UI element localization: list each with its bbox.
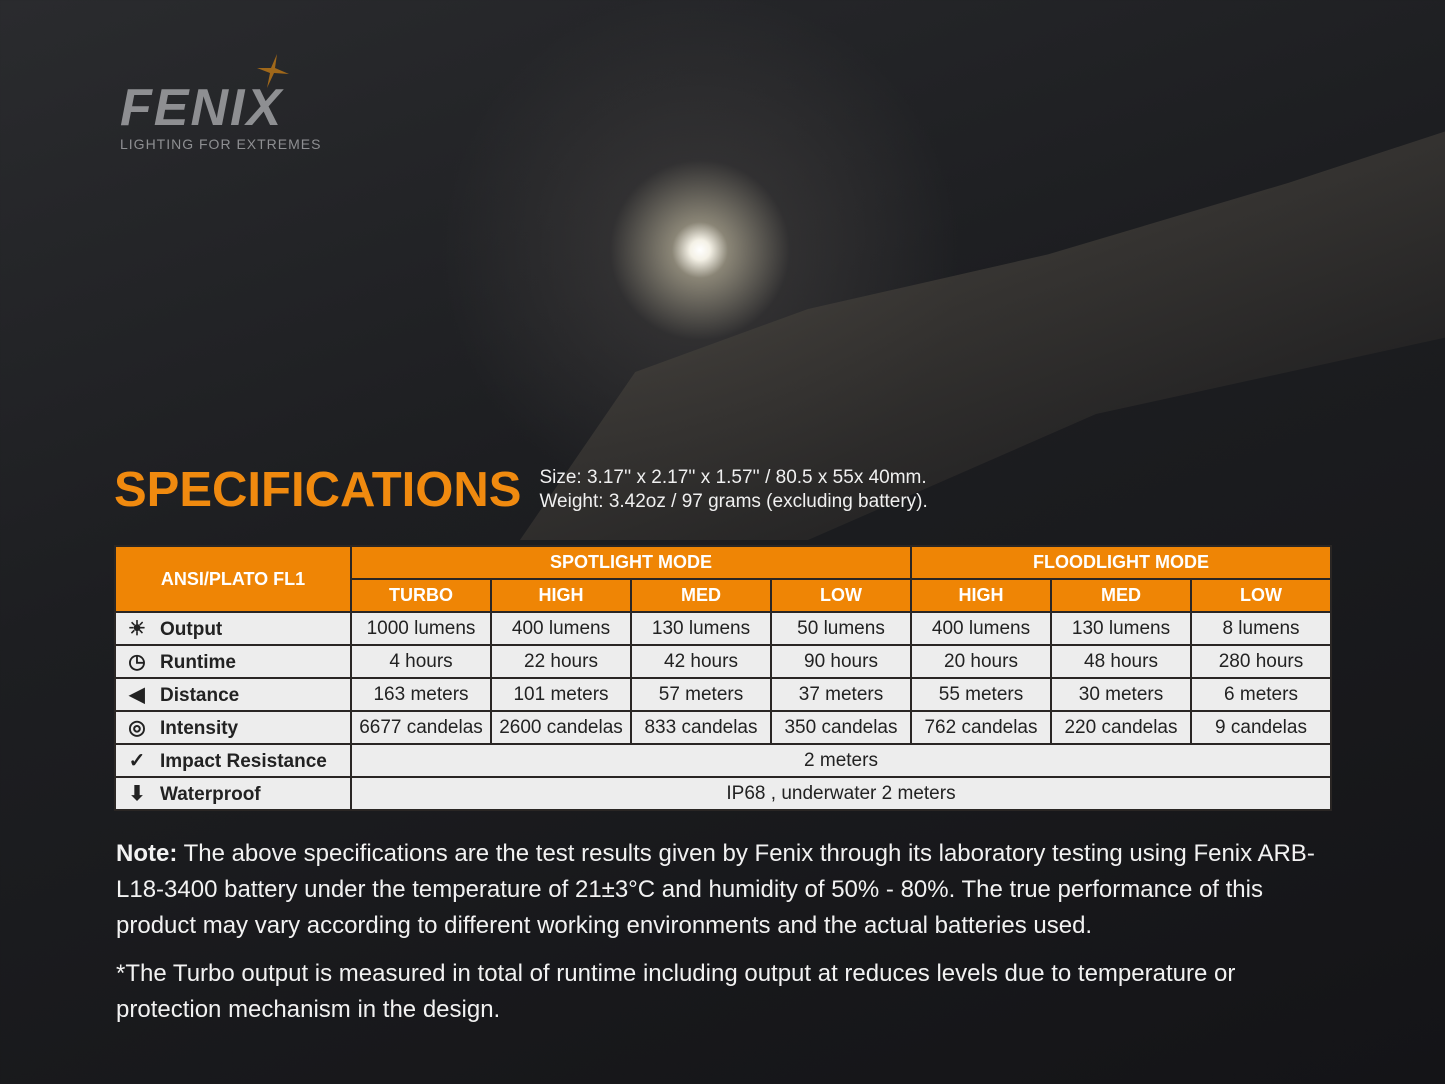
row-label: ✓ Impact Resistance (114, 743, 352, 778)
table-cell: 163 meters (350, 677, 492, 712)
table-cell: 101 meters (490, 677, 632, 712)
mode-header: LOW (770, 578, 912, 613)
table-cell: 57 meters (630, 677, 772, 712)
row-label-text: Distance (160, 685, 240, 706)
mode-header: MED (630, 578, 772, 613)
table-cell: 30 meters (1050, 677, 1192, 712)
footnote: *The Turbo output is measured in total o… (116, 960, 1236, 1023)
size-text: Size: 3.17'' x 2.17'' x 1.57'' / 80.5 x … (539, 467, 927, 488)
table-cell: 55 meters (910, 677, 1052, 712)
fenix-logo: FENIX LIGHTING FOR EXTREMES (120, 54, 322, 152)
table-cell: 4 hours (350, 644, 492, 679)
table-row: ◀ Distance 163 meters 101 meters 57 meters 37… (114, 677, 1332, 712)
mode-header: MED (1050, 578, 1192, 613)
spec-table: ANSI/PLATO FL1 SPOTLIGHT MODE FLOODLIGHT… (114, 545, 1332, 811)
table-row: ◷ Runtime 4 hours 22 hours 42 hours 90 hours 2… (114, 644, 1332, 679)
table-row: ☀ Output 1000 lumens 400 lumens 130 lumens 50… (114, 611, 1332, 646)
mode-header: HIGH (910, 578, 1052, 613)
note-text: The above specifications are the test re… (116, 840, 1315, 939)
table-cell: 8 lumens (1190, 611, 1332, 646)
table-row: ◎ Intensity 6677 candelas 2600 candelas 833 … (114, 710, 1332, 745)
star-icon (257, 54, 289, 88)
table-cell: 48 hours (1050, 644, 1192, 679)
row-label: ◀ Distance (114, 677, 352, 712)
row-label: ◷ Runtime (114, 644, 352, 679)
table-cell: 9 candelas (1190, 710, 1332, 745)
row-label-text: Intensity (160, 718, 239, 739)
row-label: ◎ Intensity (114, 710, 352, 745)
note: Note: The above specifications are the t… (116, 836, 1316, 1028)
table-cell: 400 lumens (910, 611, 1052, 646)
beam-distance-icon: ◀ (129, 684, 145, 706)
table-row: ⬇ Waterproof IP68 , underwater 2 meters (114, 776, 1332, 811)
corner-header: ANSI/PLATO FL1 (114, 545, 352, 613)
page-title: SPECIFICATIONS (114, 463, 522, 517)
table-cell: 220 candelas (1050, 710, 1192, 745)
table-cell: 762 candelas (910, 710, 1052, 745)
table-cell: 22 hours (490, 644, 632, 679)
table-cell: 2600 candelas (490, 710, 632, 745)
target-icon: ◎ (128, 717, 146, 739)
row-label-text: Impact Resistance (160, 751, 327, 772)
water-arrow-icon: ⬇ (128, 783, 146, 805)
row-label-text: Waterproof (160, 784, 261, 805)
table-cell: IP68 , underwater 2 meters (350, 776, 1332, 811)
row-label: ⬇ Waterproof (114, 776, 352, 811)
table-cell: 280 hours (1190, 644, 1332, 679)
table-cell: 400 lumens (490, 611, 632, 646)
table-cell: 1000 lumens (350, 611, 492, 646)
group-header-floodlight: FLOODLIGHT MODE (910, 545, 1332, 580)
table-cell: 37 meters (770, 677, 912, 712)
table-cell: 350 candelas (770, 710, 912, 745)
logo-tagline: LIGHTING FOR EXTREMES (120, 136, 322, 152)
row-label: ☀ Output (114, 611, 352, 646)
logo-wordmark: FENIX (120, 79, 284, 137)
row-label-text: Runtime (160, 652, 236, 673)
table-cell: 42 hours (630, 644, 772, 679)
header-row: SPECIFICATIONS Size: 3.17'' x 2.17'' x 1… (114, 462, 928, 518)
table-cell: 833 candelas (630, 710, 772, 745)
row-label-text: Output (160, 619, 223, 640)
note-paragraph: Note: The above specifications are the t… (116, 836, 1316, 944)
table-row: ✓ Impact Resistance 2 meters (114, 743, 1332, 778)
table-cell: 90 hours (770, 644, 912, 679)
impact-check-icon: ✓ (128, 750, 146, 772)
mode-header: LOW (1190, 578, 1332, 613)
table-cell: 6677 candelas (350, 710, 492, 745)
mode-header: TURBO (350, 578, 492, 613)
table-cell: 130 lumens (630, 611, 772, 646)
group-header-spotlight: SPOTLIGHT MODE (350, 545, 912, 580)
weight-text: Weight: 3.42oz / 97 grams (excluding bat… (539, 491, 928, 512)
table-cell: 50 lumens (770, 611, 912, 646)
table-cell: 6 meters (1190, 677, 1332, 712)
table-cell: 20 hours (910, 644, 1052, 679)
clock-icon: ◷ (128, 651, 146, 673)
table-cell: 2 meters (350, 743, 1332, 778)
note-label: Note: (116, 840, 178, 867)
mode-header: HIGH (490, 578, 632, 613)
sunburst-icon: ☀ (128, 618, 146, 640)
dimensions: Size: 3.17'' x 2.17'' x 1.57'' / 80.5 x … (539, 466, 927, 514)
table-cell: 130 lumens (1050, 611, 1192, 646)
